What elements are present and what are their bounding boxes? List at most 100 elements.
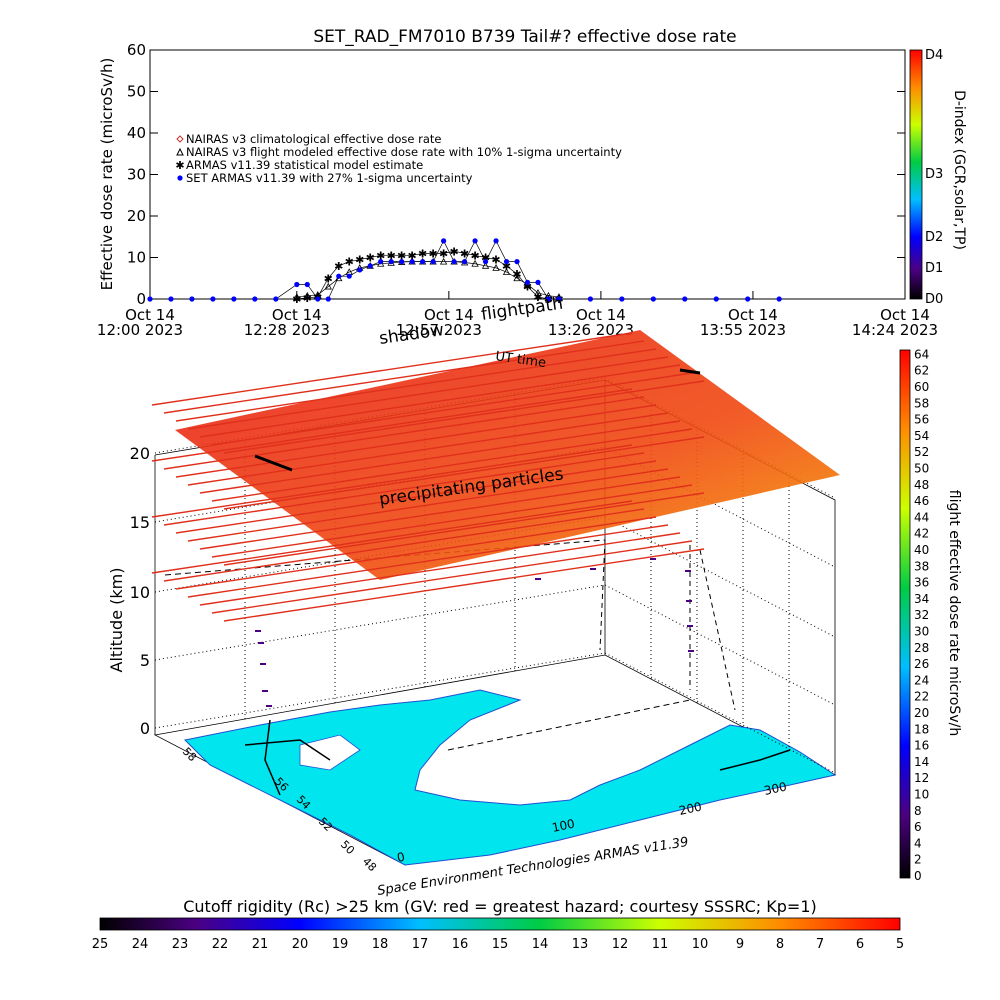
d-index-label: D-index (GCR,solar,TP) [951, 90, 967, 250]
cutoff-tick: 10 [692, 937, 709, 952]
data-point: ✱ [334, 260, 343, 273]
data-point [619, 296, 625, 302]
data-point [346, 273, 352, 279]
data-point [273, 296, 279, 302]
x-tick-label: 12:57 2023 [396, 321, 482, 339]
dose-series: ✱✱✱✱✱✱✱✱✱✱✱✱✱✱✱✱✱✱✱✱✱✱✱✱✱✱ [147, 238, 782, 306]
d-index-tick: D3 [925, 167, 943, 182]
dose-colorbar-tick: 24 [914, 673, 929, 687]
cutoff-tick: 20 [292, 937, 309, 952]
x-tick-label: 12:00 2023 [97, 321, 183, 339]
legend-marker [176, 135, 184, 143]
data-point: ✱ [397, 249, 406, 262]
dose-colorbar-tick: 22 [914, 690, 929, 704]
data-point [545, 296, 552, 302]
legend-marker [176, 147, 184, 156]
dose-colorbar-ticks: 0246810121416182022242628303234363840424… [914, 347, 929, 883]
lon-tick: 100 [551, 816, 576, 834]
dose-colorbar-tick: 44 [914, 510, 929, 524]
data-point: ✱ [366, 252, 375, 265]
data-point [524, 279, 531, 285]
data-point [147, 296, 153, 302]
grid-line [604, 584, 836, 706]
shadow-label: shadow [378, 320, 445, 349]
dose-colorbar-tick: 36 [914, 576, 929, 590]
altitude-tick: 10 [130, 583, 150, 602]
cutoff-colorbar [99, 917, 901, 931]
y-tick-label: 50 [127, 83, 146, 101]
dose-colorbar-tick: 42 [914, 527, 929, 541]
precip-line [151, 500, 633, 574]
dose-colorbar-tick: 62 [914, 364, 929, 378]
data-point [650, 296, 656, 302]
altitude-tick: 20 [130, 444, 150, 463]
data-point: ✱ [408, 249, 417, 262]
cutoff-tick: 24 [132, 937, 149, 952]
data-point [556, 296, 562, 302]
dose-colorbar-tick: 46 [914, 494, 929, 508]
y-tick-label: 60 [127, 41, 146, 59]
precip-line [223, 436, 705, 510]
data-point [439, 257, 448, 265]
dose-colorbar-tick: 52 [914, 445, 929, 459]
series-line [296, 250, 559, 300]
x-tick-label: Oct 14 [880, 306, 930, 324]
data-point [231, 296, 237, 302]
precip-line [211, 428, 693, 502]
y-tick-label: 20 [127, 207, 146, 225]
x-tick-label: Oct 14 [125, 306, 175, 324]
data-point [481, 261, 490, 269]
data-point [420, 259, 426, 265]
precip-line [175, 348, 657, 422]
dose-colorbar-tick: 26 [914, 657, 929, 671]
cutoff-tick: 5 [896, 937, 904, 952]
cutoff-tick: 23 [172, 937, 189, 952]
cutoff-tick: 19 [332, 937, 349, 952]
map-land-inner [299, 734, 361, 771]
legend: NAIRAS v3 climatological effective dose … [175, 132, 622, 185]
data-point [441, 238, 447, 244]
altitude-axis: 0 5 10 15 20 [130, 444, 150, 738]
data-point [324, 282, 332, 290]
precip-line [187, 356, 669, 430]
data-point: ✱ [460, 247, 469, 260]
dose-colorbar-tick: 10 [914, 788, 929, 802]
cutoff-tick: 12 [612, 937, 629, 952]
precip-line [199, 364, 681, 438]
dose-colorbar-tick: 16 [914, 739, 929, 753]
cutoff-tick: 14 [532, 937, 549, 952]
x-tick-label: 13:26 2023 [548, 321, 634, 339]
precip-fill [175, 330, 840, 580]
data-point: ✱ [523, 281, 532, 294]
data-point [493, 238, 499, 244]
cutoff-tick: 16 [452, 937, 469, 952]
d-index-tick: D4 [925, 48, 943, 63]
precip-line [199, 532, 681, 606]
data-point [430, 259, 436, 265]
data-point [514, 259, 520, 265]
data-point [451, 259, 457, 265]
ut-time-label: UT time [494, 349, 547, 371]
data-point [388, 259, 394, 265]
dose-colorbar-tick: 56 [914, 413, 929, 427]
data-point: ✱ [345, 256, 354, 269]
data-point [252, 296, 258, 302]
grid-line [604, 446, 836, 568]
lon-tick: 0 [396, 850, 406, 865]
x-tick-label: 12:28 2023 [244, 321, 330, 339]
d-index-tick: D2 [925, 230, 943, 245]
precip-line [163, 508, 645, 582]
data-point [502, 268, 511, 275]
data-point: ✱ [292, 293, 301, 306]
data-point [399, 259, 405, 265]
cutoff-tick: 17 [412, 937, 429, 952]
data-point [472, 238, 478, 244]
grid-line [154, 652, 606, 729]
chart-title: SET_RAD_FM7010 B739 Tail#? effective dos… [313, 27, 736, 47]
data-point [293, 293, 301, 300]
precip-line [199, 420, 681, 494]
precip-line [187, 468, 669, 542]
data-point [503, 259, 510, 265]
